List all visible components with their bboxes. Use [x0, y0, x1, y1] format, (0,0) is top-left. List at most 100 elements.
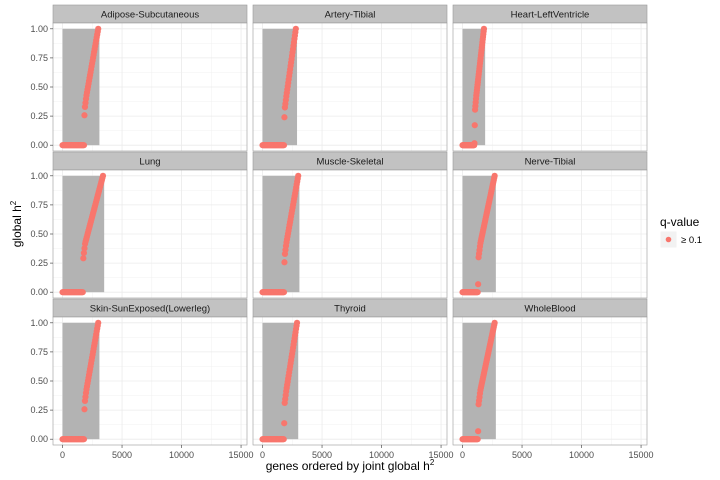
y-tick-label: 0.75: [30, 347, 48, 357]
y-tick-label: 0.25: [30, 258, 48, 268]
panel-grid: Adipose-Subcutaneous 0.00 0.25 0.50 0.75 1.00…: [30, 4, 654, 460]
panel-border: [452, 316, 648, 446]
panel-border: [252, 316, 448, 446]
data-point: [471, 140, 478, 147]
facet-panel: WholeBlood 0 5000 10000 15000: [452, 298, 654, 460]
x-tick-label: 0: [260, 450, 265, 460]
data-point: [292, 25, 299, 32]
data-point: [80, 142, 88, 149]
point-series: [459, 25, 488, 149]
data-point: [474, 436, 481, 443]
x-tick-label: 10000: [569, 450, 594, 460]
data-point: [475, 281, 482, 288]
y-axis-title-main: global h: [10, 205, 24, 247]
y-tick-label: 0.00: [30, 140, 48, 150]
x-axis-title: genes ordered by joint global h2: [266, 458, 435, 473]
y-axis-title-superscript: 2: [9, 200, 18, 205]
y-tick-label: 1.00: [30, 24, 48, 34]
x-tick-label: 5000: [312, 450, 332, 460]
data-point: [80, 255, 87, 262]
facet-strip-label: Artery-Tibial: [325, 10, 376, 21]
y-tick-label: 0.25: [30, 405, 48, 415]
point-series: [459, 172, 498, 296]
x-axis-title-superscript: 2: [430, 458, 435, 467]
facet-panel: Thyroid 0 5000 10000 15000: [252, 298, 454, 460]
facet-panel: Nerve-Tibial: [452, 151, 648, 299]
facet-strip-label: WholeBlood: [524, 304, 575, 315]
point-series: [59, 172, 107, 296]
point-series: [259, 172, 302, 296]
x-tick-label: 0: [60, 450, 65, 460]
facet-panel: Heart-LeftVentricle: [452, 4, 648, 152]
x-tick-label: 5000: [112, 450, 132, 460]
data-point: [80, 249, 88, 256]
y-tick-label: 1.00: [30, 318, 48, 328]
y-tick-label: 0.00: [30, 287, 48, 297]
x-tick-label: 15000: [429, 450, 454, 460]
point-series: [259, 25, 299, 149]
data-point: [480, 25, 488, 32]
data-point: [80, 436, 88, 443]
x-tick-label: 15000: [629, 450, 654, 460]
legend: q-value ≥ 0.1: [659, 215, 702, 249]
data-point: [471, 122, 478, 129]
x-tick-label: 0: [460, 450, 465, 460]
data-point: [280, 289, 288, 296]
data-point: [280, 436, 287, 443]
facet-panel: Skin-SunExposed(Lowerleg) 0.00 0.25 0.50 0.7…: [30, 298, 254, 460]
y-tick-label: 0.25: [30, 111, 48, 121]
y-tick-label: 0.75: [30, 53, 48, 63]
facet-strip-label: Adipose-Subcutaneous: [101, 10, 199, 21]
legend-key-point: [665, 236, 672, 243]
data-point: [95, 25, 102, 32]
data-point: [281, 114, 288, 121]
x-tick-label: 15000: [229, 450, 254, 460]
point-series: [459, 319, 498, 443]
facet-strip-label: Lung: [139, 157, 160, 168]
data-point: [491, 319, 498, 326]
legend-entry-label: ≥ 0.1: [681, 235, 702, 246]
data-point: [281, 259, 288, 266]
y-tick-label: 0.50: [30, 82, 48, 92]
x-tick-label: 5000: [512, 450, 532, 460]
data-point: [79, 289, 86, 296]
facet-panel: Muscle-Skeletal: [252, 151, 448, 299]
panel-border: [452, 22, 648, 152]
facet-panel: Adipose-Subcutaneous 0.00 0.25 0.50 0.75 1.00: [30, 4, 248, 152]
point-series: [59, 25, 102, 149]
x-tick-label: 10000: [369, 450, 394, 460]
x-axis-title-main: genes ordered by joint global h: [266, 459, 430, 473]
data-point: [99, 172, 107, 179]
y-tick-label: 0.50: [30, 376, 48, 386]
data-point: [95, 319, 102, 326]
facet-strip-label: Heart-LeftVentricle: [511, 10, 590, 21]
panel-border: [252, 22, 448, 152]
data-point: [474, 289, 481, 296]
y-tick-label: 1.00: [30, 171, 48, 181]
y-tick-label: 0.00: [30, 434, 48, 444]
y-axis-title: global h2: [9, 200, 24, 247]
facet-panel: Artery-Tibial: [252, 4, 448, 152]
data-point: [281, 420, 288, 427]
y-tick-label: 0.50: [30, 229, 48, 239]
data-point: [475, 428, 482, 435]
point-series: [259, 319, 301, 443]
data-point: [295, 172, 302, 179]
panel-border: [452, 169, 648, 299]
legend-title: q-value: [660, 215, 700, 229]
y-tick-label: 0.75: [30, 200, 48, 210]
data-point: [81, 112, 88, 119]
data-point: [293, 319, 301, 326]
facet-strip-label: Skin-SunExposed(Lowerleg): [90, 304, 210, 315]
x-tick-label: 10000: [169, 450, 194, 460]
data-point: [81, 406, 88, 413]
facet-strip-label: Nerve-Tibial: [525, 157, 576, 168]
data-point: [491, 172, 498, 179]
panel-border: [252, 169, 448, 299]
data-point: [81, 245, 88, 252]
data-point: [280, 142, 288, 149]
facet-panel: Lung 0.00 0.25 0.50 0.75 1.00: [30, 151, 248, 299]
point-series: [59, 319, 102, 443]
facet-strip-label: Thyroid: [334, 304, 366, 315]
